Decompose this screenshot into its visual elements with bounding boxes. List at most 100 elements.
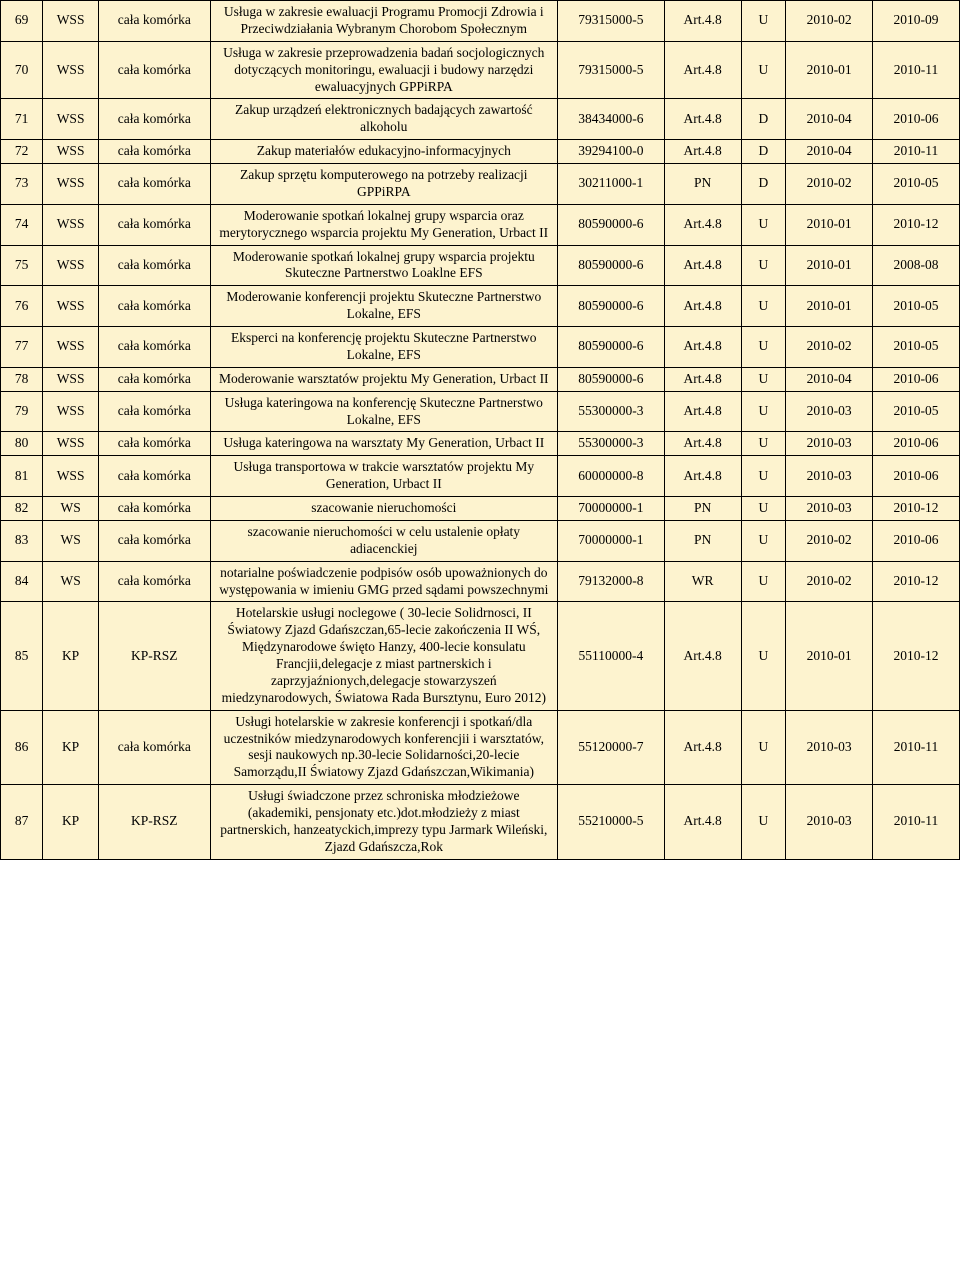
- table-cell: KP-RSZ: [98, 785, 210, 860]
- table-cell: 69: [1, 1, 43, 42]
- table-cell: WSS: [43, 391, 99, 432]
- table-cell: U: [741, 602, 786, 710]
- table-cell: 82: [1, 497, 43, 521]
- table-cell: 85: [1, 602, 43, 710]
- table-cell: 80590000-6: [557, 367, 664, 391]
- table-cell: Art.4.8: [664, 327, 741, 368]
- table-cell: 55120000-7: [557, 710, 664, 785]
- table-cell: WSS: [43, 41, 99, 99]
- table-cell: U: [741, 561, 786, 602]
- table-cell: WS: [43, 561, 99, 602]
- table-cell: 87: [1, 785, 43, 860]
- table-cell: 79315000-5: [557, 41, 664, 99]
- table-cell: 38434000-6: [557, 99, 664, 140]
- table-cell: U: [741, 456, 786, 497]
- table-cell: Moderowanie spotkań lokalnej grupy wspar…: [210, 245, 557, 286]
- table-cell: cała komórka: [98, 1, 210, 42]
- table-cell: 2010-02: [786, 520, 873, 561]
- table-cell: 2010-05: [873, 164, 960, 205]
- table-cell: WSS: [43, 164, 99, 205]
- table-cell: 2010-12: [873, 204, 960, 245]
- table-cell: 73: [1, 164, 43, 205]
- table-cell: U: [741, 204, 786, 245]
- table-row: 83WScała komórkaszacowanie nieruchomości…: [1, 520, 960, 561]
- table-cell: 2010-06: [873, 456, 960, 497]
- table-cell: cała komórka: [98, 245, 210, 286]
- table-cell: 79: [1, 391, 43, 432]
- table-cell: WSS: [43, 99, 99, 140]
- table-cell: 2010-03: [786, 456, 873, 497]
- table-cell: cała komórka: [98, 367, 210, 391]
- table-cell: 80590000-6: [557, 204, 664, 245]
- table-cell: 74: [1, 204, 43, 245]
- table-cell: WSS: [43, 456, 99, 497]
- table-cell: KP: [43, 602, 99, 710]
- table-cell: KP-RSZ: [98, 602, 210, 710]
- table-cell: 80: [1, 432, 43, 456]
- table-cell: 2010-05: [873, 286, 960, 327]
- table-cell: cała komórka: [98, 561, 210, 602]
- table-cell: 2010-02: [786, 561, 873, 602]
- table-cell: 84: [1, 561, 43, 602]
- table-cell: Art.4.8: [664, 602, 741, 710]
- table-cell: 70000000-1: [557, 520, 664, 561]
- table-cell: 79315000-5: [557, 1, 664, 42]
- table-cell: 2010-01: [786, 41, 873, 99]
- table-cell: 2010-01: [786, 245, 873, 286]
- table-cell: 2010-03: [786, 432, 873, 456]
- table-cell: Usługa w zakresie ewaluacji Programu Pro…: [210, 1, 557, 42]
- table-cell: U: [741, 520, 786, 561]
- table-cell: 30211000-1: [557, 164, 664, 205]
- table-cell: Usługa kateringowa na konferencję Skutec…: [210, 391, 557, 432]
- table-cell: 2010-03: [786, 497, 873, 521]
- table-cell: WSS: [43, 204, 99, 245]
- table-cell: 39294100-0: [557, 140, 664, 164]
- table-cell: Art.4.8: [664, 456, 741, 497]
- table-cell: PN: [664, 497, 741, 521]
- table-cell: Art.4.8: [664, 367, 741, 391]
- table-cell: KP: [43, 785, 99, 860]
- table-row: 74WSScała komórkaModerowanie spotkań lok…: [1, 204, 960, 245]
- table-row: 72WSScała komórkaZakup materiałów edukac…: [1, 140, 960, 164]
- table-cell: U: [741, 1, 786, 42]
- table-cell: Usługa w zakresie przeprowadzenia badań …: [210, 41, 557, 99]
- table-cell: 55110000-4: [557, 602, 664, 710]
- table-cell: 2010-03: [786, 785, 873, 860]
- table-cell: 78: [1, 367, 43, 391]
- table-cell: Moderowanie warsztatów projektu My Gener…: [210, 367, 557, 391]
- table-cell: 70000000-1: [557, 497, 664, 521]
- table-cell: Usługa transportowa w trakcie warsztatów…: [210, 456, 557, 497]
- table-cell: Usługa kateringowa na warsztaty My Gener…: [210, 432, 557, 456]
- table-cell: Eksperci na konferencję projektu Skutecz…: [210, 327, 557, 368]
- table-cell: cała komórka: [98, 99, 210, 140]
- table-cell: Art.4.8: [664, 41, 741, 99]
- table-cell: U: [741, 367, 786, 391]
- table-cell: 55300000-3: [557, 432, 664, 456]
- table-row: 75WSScała komórkaModerowanie spotkań lok…: [1, 245, 960, 286]
- table-row: 80WSScała komórkaUsługa kateringowa na w…: [1, 432, 960, 456]
- table-cell: 2008-08: [873, 245, 960, 286]
- table-cell: szacowanie nieruchomości w celu ustaleni…: [210, 520, 557, 561]
- table-cell: U: [741, 785, 786, 860]
- table-cell: U: [741, 497, 786, 521]
- table-cell: U: [741, 710, 786, 785]
- table-cell: 2010-05: [873, 391, 960, 432]
- table-cell: 2010-02: [786, 164, 873, 205]
- table-cell: U: [741, 432, 786, 456]
- table-row: 78WSScała komórkaModerowanie warsztatów …: [1, 367, 960, 391]
- table-row: 85KPKP-RSZHotelarskie usługi noclegowe (…: [1, 602, 960, 710]
- table-cell: WS: [43, 497, 99, 521]
- table-cell: cała komórka: [98, 391, 210, 432]
- table-cell: KP: [43, 710, 99, 785]
- table-cell: WSS: [43, 286, 99, 327]
- table-row: 86KPcała komórkaUsługi hotelarskie w zak…: [1, 710, 960, 785]
- table-cell: 55210000-5: [557, 785, 664, 860]
- table-cell: 81: [1, 456, 43, 497]
- table-cell: cała komórka: [98, 432, 210, 456]
- table-cell: D: [741, 140, 786, 164]
- table-cell: cała komórka: [98, 497, 210, 521]
- table-cell: 80590000-6: [557, 327, 664, 368]
- table-cell: 70: [1, 41, 43, 99]
- table-cell: 72: [1, 140, 43, 164]
- procurement-table: 69WSScała komórkaUsługa w zakresie ewalu…: [0, 0, 960, 860]
